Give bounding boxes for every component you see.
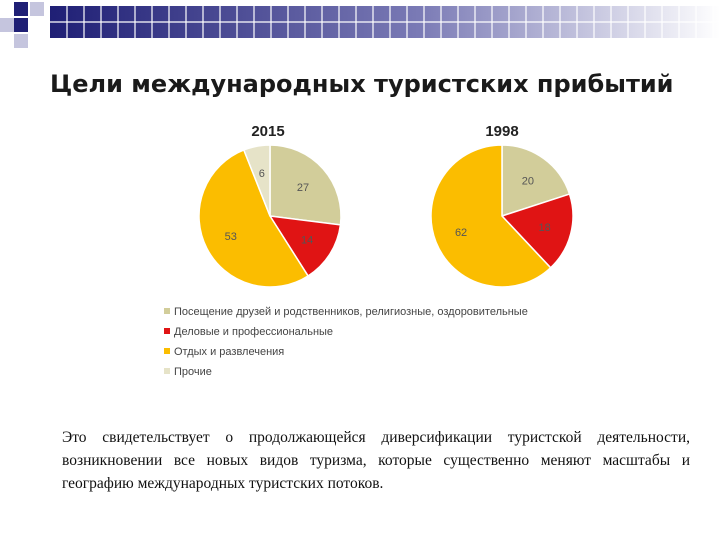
- pie-chart-2015: 27 14 53 6: [198, 144, 342, 288]
- deco-square-dark-1: [14, 2, 28, 16]
- legend-label-business: Деловые и профессиональные: [174, 326, 333, 338]
- legend-swatch-leisure: [164, 348, 170, 354]
- pie-slice-visiting: [501, 144, 571, 218]
- pie-slice-visiting: [269, 144, 342, 226]
- pie-slice-business: [500, 193, 574, 269]
- pie-slice-business: [268, 215, 342, 277]
- deco-square-dark-2: [14, 18, 28, 32]
- tourism-pie-charts: 2015 27 14 53 6 1998 20 18 62 Посещение друзе…: [164, 123, 574, 378]
- pie-slice-other: [242, 144, 271, 217]
- chart-legend: Посещение друзей и родственников, религи…: [164, 306, 528, 378]
- legend-swatch-visiting: [164, 308, 170, 314]
- deco-square-light-1: [30, 2, 44, 16]
- deco-square-light-3: [14, 34, 28, 48]
- pie-slice-leisure: [430, 144, 552, 288]
- pie-title-2015: 2015: [251, 123, 284, 140]
- deco-grid-lines: [50, 6, 720, 38]
- pie-slice-label-visiting: 27: [297, 182, 309, 194]
- legend-label-other: Прочие: [174, 366, 212, 378]
- pie-slice-label-other: 6: [259, 168, 265, 180]
- decorative-header-pattern: [0, 2, 720, 48]
- slide-body-text: Это свидетельствует о продолжающейся див…: [62, 429, 690, 492]
- pie-chart-1998: 20 18 62: [430, 144, 574, 288]
- pie-slice-label-business: 18: [539, 222, 551, 234]
- pie-slice-leisure: [198, 149, 310, 288]
- pie-slice-label-leisure: 62: [455, 227, 467, 239]
- pie-slice-label-visiting: 20: [522, 175, 534, 187]
- legend-swatch-other: [164, 368, 170, 374]
- deco-square-light-2: [0, 18, 14, 32]
- pie-slice-label-leisure: 53: [225, 231, 237, 243]
- legend-label-leisure: Отдых и развлечения: [174, 346, 284, 358]
- slide-title: Цели международных туристских прибытий: [50, 70, 674, 98]
- legend-swatch-business: [164, 328, 170, 334]
- legend-label-visiting: Посещение друзей и родственников, религи…: [174, 306, 528, 318]
- pie-title-1998: 1998: [485, 123, 518, 140]
- pie-slice-label-business: 14: [301, 235, 313, 247]
